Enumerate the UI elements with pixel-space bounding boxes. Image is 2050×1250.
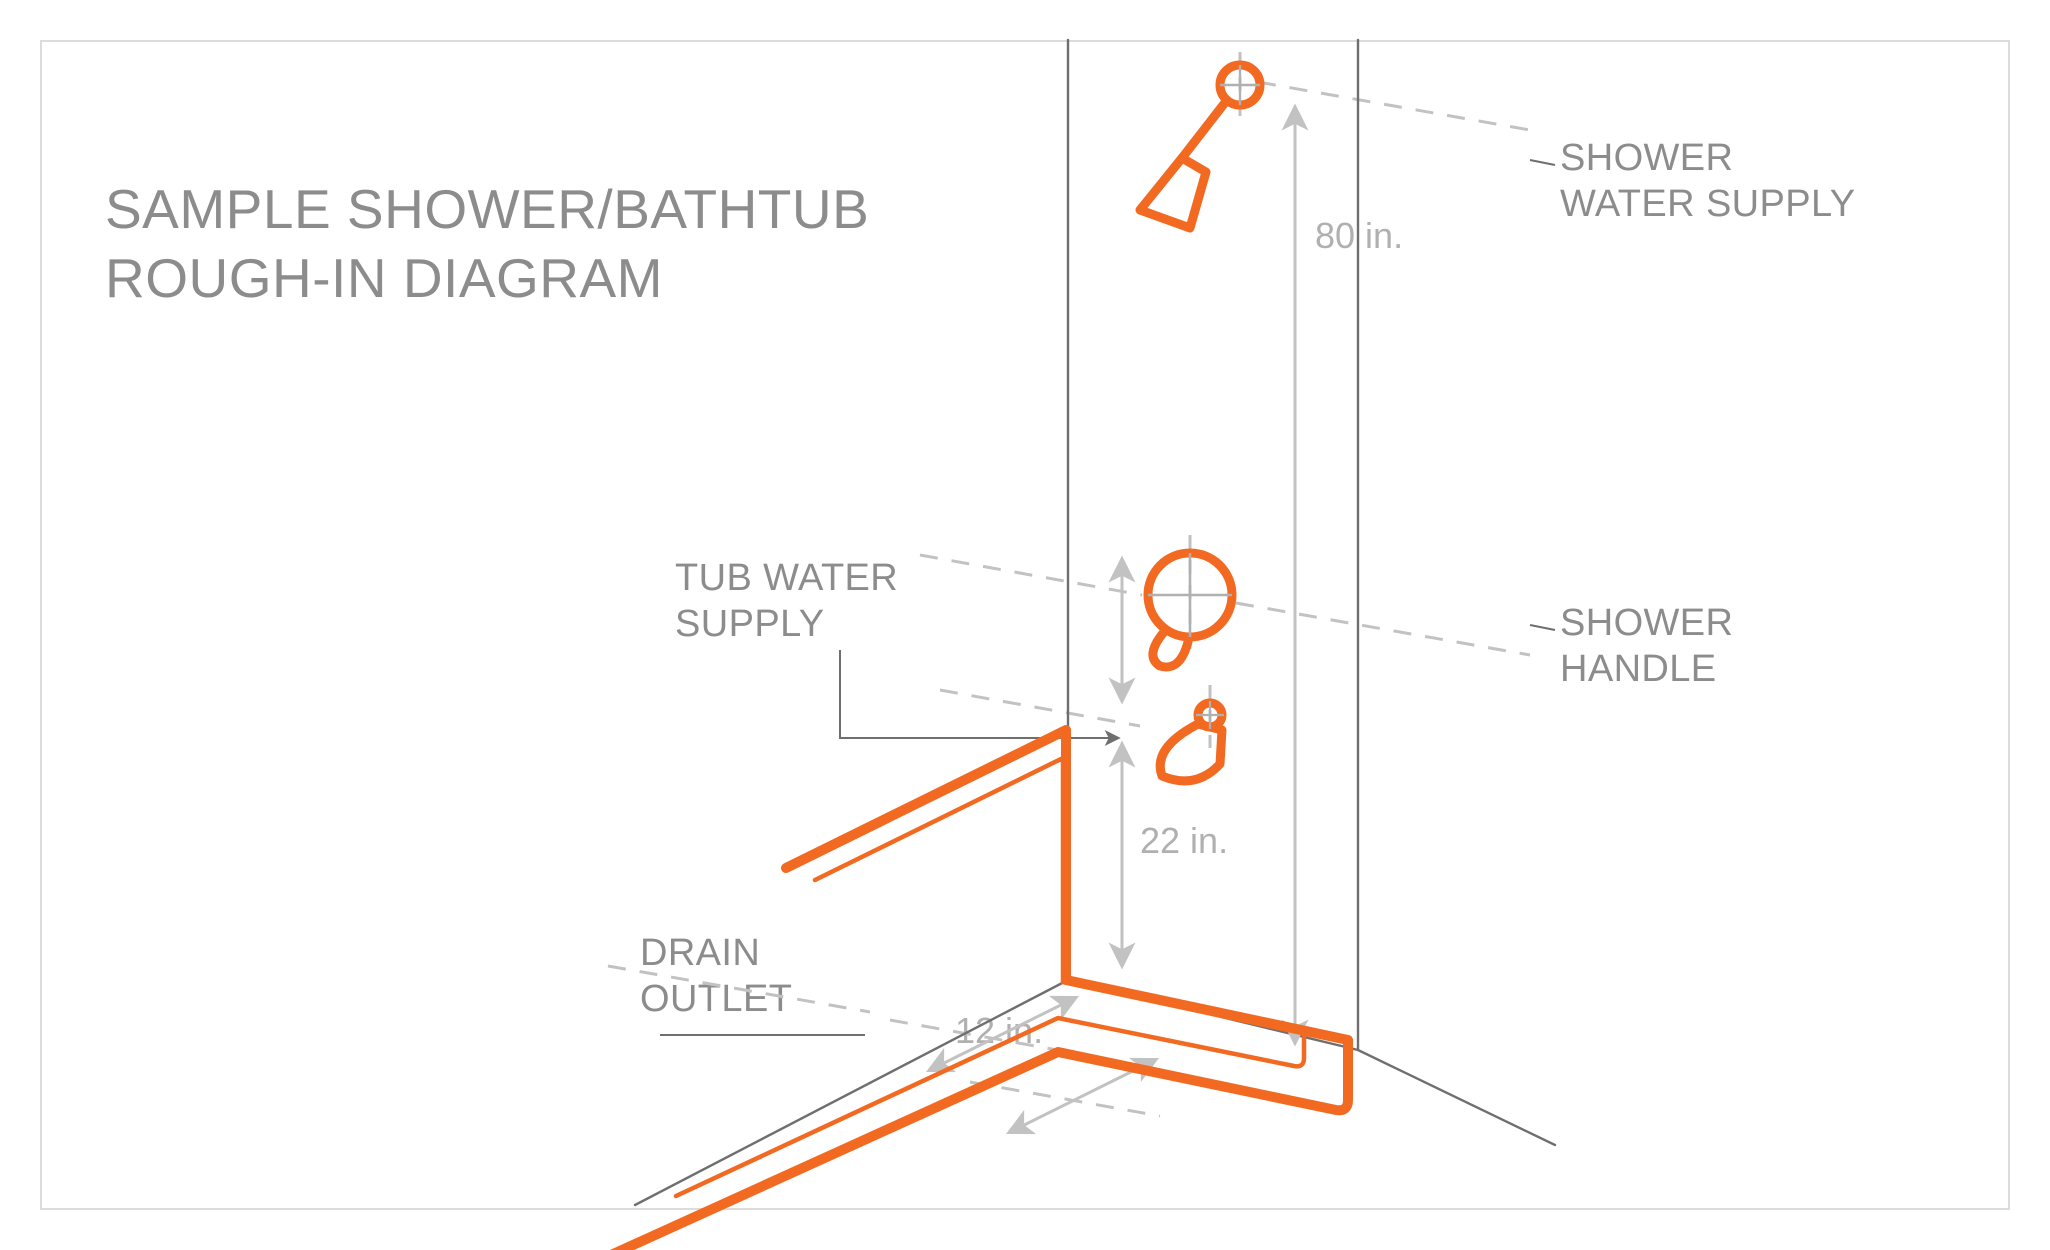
diagram-canvas: SAMPLE SHOWER/BATHTUB ROUGH-IN DIAGRAM S… — [0, 0, 2050, 1250]
label-leaders — [660, 160, 1555, 1035]
leader-tub-water-supply — [840, 650, 1118, 738]
wall-structure — [635, 40, 1555, 1205]
bathtub-icon — [600, 730, 1348, 1250]
shower-head-icon — [1140, 65, 1260, 228]
diagram-svg — [0, 0, 2050, 1250]
dimension-lines — [930, 108, 1295, 1132]
